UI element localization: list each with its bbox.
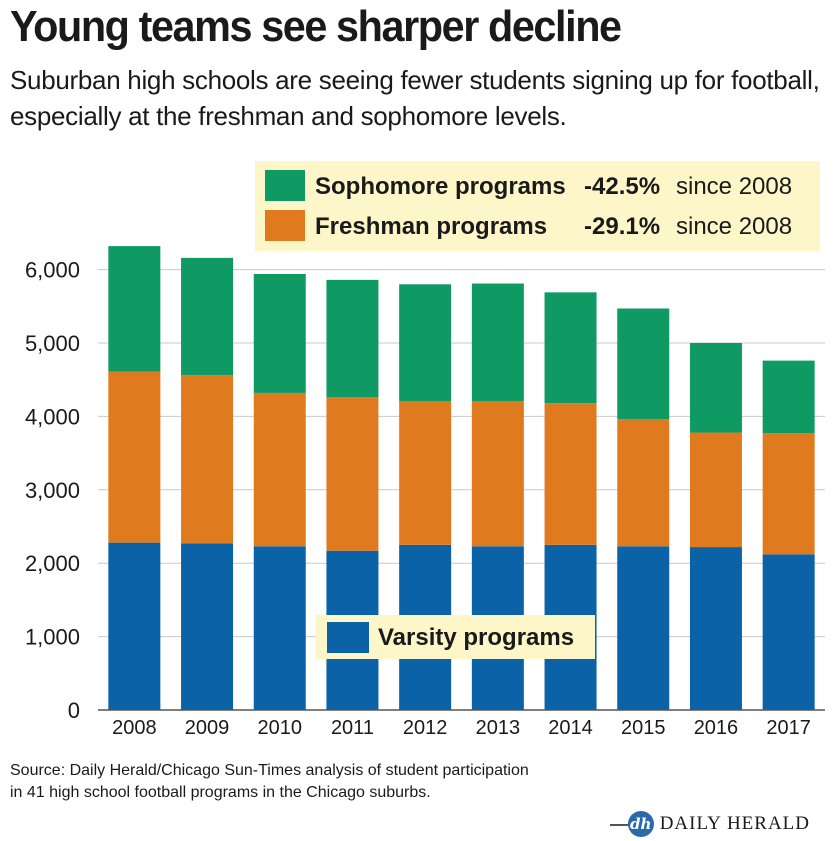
source-line-1: Source: Daily Herald/Chicago Sun-Times a… (10, 762, 529, 779)
bar-sophomore-2016 (689, 343, 742, 433)
y-tick-label: 6,000 (25, 258, 80, 283)
y-tick-label: 0 (68, 698, 80, 723)
bar-varsity-2009 (181, 543, 234, 710)
x-tick-label: 2011 (331, 717, 374, 739)
bar-sophomore-2009 (181, 257, 234, 376)
legend-change-1: -29.1% (584, 213, 660, 240)
bar-varsity-2017 (762, 554, 815, 710)
legend-label-varsity: Varsity programs (378, 624, 574, 651)
bar-freshman-2008 (108, 371, 161, 543)
y-tick-label: 4,000 (25, 404, 80, 429)
bar-freshman-2010 (253, 392, 306, 547)
bar-freshman-2012 (399, 400, 452, 545)
stacked-bar-chart: 0 1,000 2,000 3,000 4,000 5,000 6,000 2008 2009 2… (25, 161, 825, 739)
bar-varsity-2010 (253, 546, 306, 710)
bar-freshman-2011 (326, 397, 379, 551)
bar-varsity-2015 (617, 546, 670, 710)
y-tick-label: 3,000 (25, 478, 80, 503)
bar-freshman-2009 (181, 375, 234, 544)
brand-name: DAILY HERALD (659, 813, 810, 834)
x-tick-label: 2009 (185, 717, 230, 739)
bar-sophomore-2015 (617, 308, 670, 420)
bar-sophomore-2011 (326, 279, 379, 398)
bar-freshman-2016 (689, 432, 742, 548)
chart-subtitle: Suburban high schools are seeing fewer s… (10, 65, 820, 131)
y-tick-label: 1,000 (25, 625, 80, 650)
x-tick-label: 2008 (112, 717, 157, 739)
bar-varsity-2016 (689, 547, 742, 710)
x-tick-label: 2010 (258, 717, 303, 739)
legend-note-0: since 2008 (676, 173, 792, 200)
bar-sophomore-2012 (399, 284, 452, 401)
legend-note-1: since 2008 (676, 213, 792, 240)
x-tick-label: 2013 (476, 717, 521, 739)
brand-badge-icon: dh (627, 811, 654, 837)
legend-change-0: -42.5% (584, 173, 660, 200)
bar-freshman-2014 (544, 403, 597, 545)
bar-varsity-2008 (108, 542, 161, 710)
bar-freshman-2015 (617, 419, 670, 547)
bar-sophomore-2013 (471, 283, 524, 401)
x-tick-label: 2016 (694, 717, 739, 739)
y-tick-label: 5,000 (25, 331, 80, 356)
y-tick-label: 2,000 (25, 551, 80, 576)
legend-label-1: Freshman programs (315, 213, 547, 240)
legend-swatch-varsity (327, 622, 369, 653)
bar-sophomore-2010 (253, 274, 306, 393)
x-tick-label: 2012 (403, 717, 448, 739)
legend-swatch-1 (265, 210, 305, 241)
x-tick-label: 2015 (621, 717, 666, 739)
x-tick-label: 2017 (766, 717, 811, 739)
chart-title: Young teams see sharper decline (10, 2, 622, 51)
legend-swatch-0 (265, 170, 305, 201)
x-tick-label: 2014 (548, 717, 593, 739)
source-note: Source: Daily Herald/Chicago Sun-Times a… (10, 760, 529, 804)
bar-sophomore-2014 (544, 292, 597, 404)
brand-rule (610, 824, 634, 826)
bar-freshman-2017 (762, 433, 815, 555)
brand-logo: dh DAILY HERALD (627, 811, 810, 837)
legend-label-0: Sophomore programs (315, 173, 566, 200)
bar-freshman-2013 (471, 400, 524, 547)
bar-sophomore-2017 (762, 360, 815, 434)
bar-sophomore-2008 (108, 246, 161, 372)
source-line-2: in 41 high school football programs in t… (10, 784, 431, 801)
legend-top-box (255, 161, 820, 251)
